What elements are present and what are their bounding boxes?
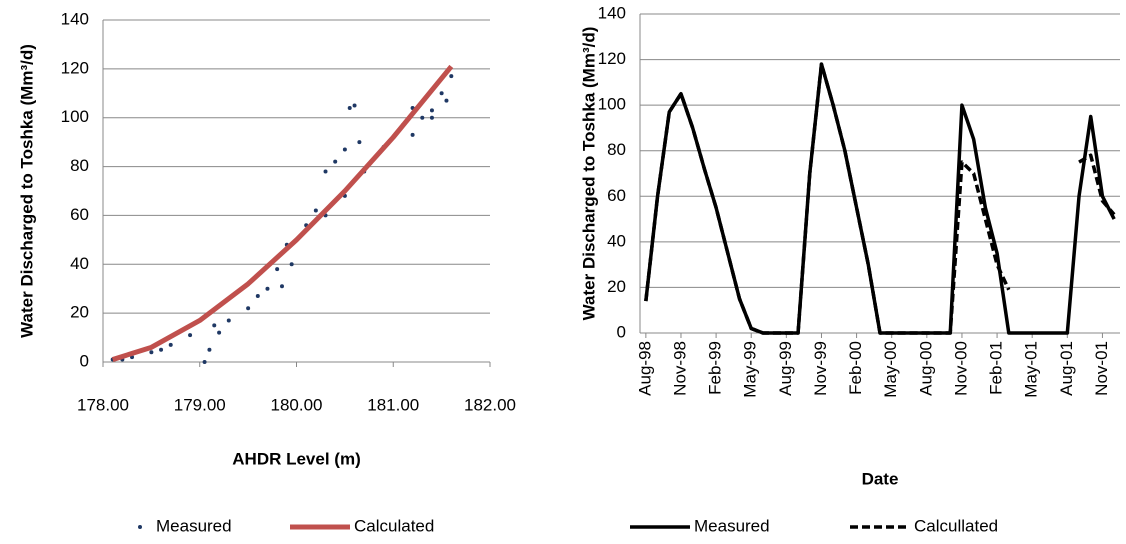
point [313,208,318,213]
point [352,103,357,108]
point [429,115,434,120]
y-tick-label: 100 [598,95,626,114]
series-line [111,64,454,362]
x-tick-label: Nov-00 [951,341,970,396]
point [246,306,251,311]
point [420,115,425,120]
point [149,350,154,355]
x-tick-label: Aug-00 [916,341,935,396]
point [168,342,173,347]
point [449,74,454,79]
y-tick-label: 60 [70,205,89,224]
y-axis-title: Water Discharged to Toshka (Mm³/d) [579,27,598,321]
x-tick-label: 180.00 [271,395,323,414]
y-tick-label: 100 [61,107,89,126]
y-tick-label: 120 [598,49,626,68]
x-tick-label: 181.00 [367,395,419,414]
point [255,294,260,299]
legend-label: Calculated [354,516,434,535]
point [279,284,284,289]
legend-label: Measured [156,516,232,535]
y-tick-label: 20 [70,303,89,322]
point [410,132,415,137]
point [357,140,362,145]
point [323,169,328,174]
point [347,105,352,110]
point [333,159,338,164]
x-axis-title: AHDR Level (m) [232,449,360,468]
point [188,333,193,338]
y-axis-title: Water Discharged to Toshka (Mm³/d) [17,44,36,338]
y-tick-label: 0 [617,322,626,341]
point [439,91,444,96]
x-tick-label: Nov-98 [670,341,689,396]
x-tick-label: Aug-99 [776,341,795,396]
y-tick-label: 120 [61,58,89,77]
y-tick-label: 40 [70,254,89,273]
x-tick-label: Nov-01 [1092,341,1111,396]
x-tick-label: Feb-00 [846,341,865,395]
x-tick-label: May-00 [881,341,900,398]
series-line [644,62,1116,335]
point [444,98,449,103]
point [275,267,280,272]
point [202,360,207,364]
y-tick-label: 80 [70,156,89,175]
point [159,347,164,352]
point [342,147,347,152]
point [429,108,434,113]
y-tick-label: 80 [607,140,626,159]
point [217,330,222,335]
x-tick-label: May-99 [741,341,760,398]
legend-label: Calcullated [914,516,998,535]
point [212,323,217,328]
x-tick-label: 179.00 [174,395,226,414]
x-tick-label: Feb-01 [987,341,1006,395]
x-tick-label: Nov-99 [811,341,830,396]
y-tick-label: 40 [607,231,626,250]
series-line [644,62,1116,335]
x-tick-label: May-01 [1022,341,1041,398]
x-tick-label: 178.00 [77,395,129,414]
x-axis-title: Date [862,469,899,488]
y-tick-label: 20 [607,277,626,296]
x-tick-label: Aug-01 [1057,341,1076,396]
y-tick-label: 0 [80,351,89,370]
y-tick-label: 140 [61,9,89,28]
x-tick-label: Feb-99 [706,341,725,395]
point [265,286,270,291]
point [207,347,212,352]
legend-marker [138,525,142,529]
y-tick-label: 140 [598,3,626,22]
legend-label: Measured [694,516,770,535]
point [226,318,231,323]
x-tick-label: 182.00 [464,395,516,414]
y-tick-label: 60 [607,186,626,205]
x-tick-label: Aug-98 [635,341,654,396]
point [289,262,294,267]
